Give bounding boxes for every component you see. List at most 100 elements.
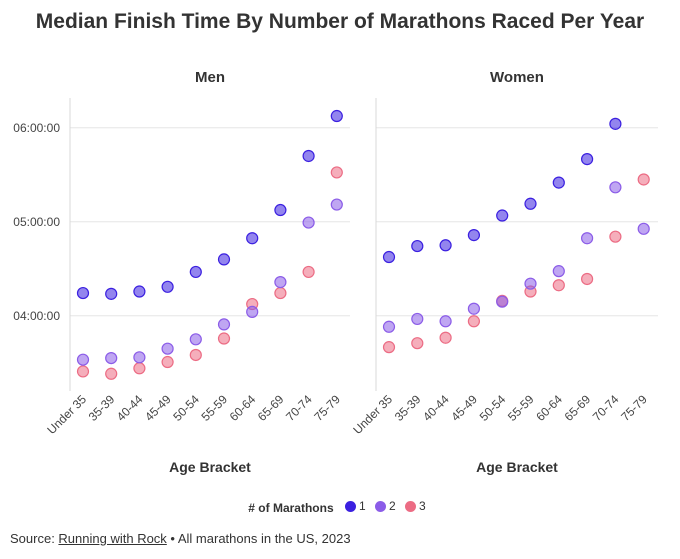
point-women-series-2-5 — [524, 277, 537, 290]
legend-item-3: 3 — [405, 499, 426, 513]
point-men-series-1-9 — [330, 109, 343, 123]
x-tick-label-women-9: 75-79 — [618, 392, 650, 424]
point-women-series-1-6 — [552, 176, 565, 189]
point-men-series-3-8 — [302, 265, 315, 279]
point-women-series-1-3 — [467, 228, 480, 242]
point-men-series-1-2 — [133, 285, 146, 298]
point-women-series-2-4 — [496, 295, 509, 308]
x-tick-label-women-2: 40-44 — [420, 392, 452, 424]
point-men-series-2-8 — [302, 216, 315, 229]
point-men-series-2-5 — [217, 318, 231, 331]
point-women-series-3-0 — [382, 341, 396, 354]
y-tick-label-0: 04:00:00 — [13, 309, 60, 323]
point-men-series-3-3 — [161, 355, 174, 369]
x-tick-label-men-2: 40-44 — [114, 392, 146, 424]
point-women-series-2-0 — [382, 320, 396, 333]
point-women-series-2-9 — [637, 222, 650, 235]
point-women-series-1-4 — [496, 209, 509, 222]
x-tick-label-women-1: 35-39 — [392, 392, 424, 424]
legend-title: # of Marathons — [248, 500, 334, 515]
point-men-series-1-5 — [217, 253, 231, 266]
point-women-series-2-1 — [411, 312, 424, 326]
point-men-series-3-4 — [189, 348, 202, 362]
x-tick-label-women-5: 55-59 — [505, 392, 537, 424]
point-women-series-3-6 — [552, 279, 565, 292]
point-men-series-1-8 — [302, 149, 315, 163]
x-tick-label-men-8: 70-74 — [283, 392, 315, 424]
x-tick-label-men-0: Under 35 — [44, 392, 89, 437]
legend-label-1: 1 — [358, 499, 366, 513]
legend-dot-1 — [344, 500, 356, 512]
point-women-series-2-8 — [609, 181, 622, 194]
x-tick-label-men-5: 55-59 — [199, 392, 231, 424]
point-men-series-1-0 — [76, 286, 90, 300]
point-women-series-1-5 — [524, 197, 537, 210]
point-women-series-3-1 — [411, 337, 424, 350]
point-women-series-2-7 — [580, 232, 594, 245]
legend-dot-2 — [375, 500, 386, 512]
x-tick-label-women-6: 60-64 — [533, 392, 565, 424]
panel-title-women: Women — [490, 69, 544, 86]
point-women-series-1-0 — [382, 250, 396, 264]
point-men-series-3-5 — [217, 332, 231, 345]
point-women-series-3-8 — [609, 230, 622, 243]
x-tick-label-men-7: 65-69 — [255, 392, 287, 424]
panel-title-men: Men — [195, 69, 225, 86]
point-women-series-1-8 — [609, 117, 622, 130]
point-men-series-3-2 — [133, 362, 146, 375]
x-tick-label-men-4: 50-54 — [170, 392, 202, 424]
point-men-series-3-7 — [274, 286, 287, 300]
point-women-series-2-3 — [467, 302, 480, 315]
point-men-series-3-0 — [76, 365, 90, 378]
x-axis-title-men: Age Bracket — [169, 459, 251, 475]
point-men-series-3-9 — [330, 166, 343, 179]
legend: # of Marathons 1 2 3 — [0, 499, 680, 515]
x-axis-title-women: Age Bracket — [476, 459, 558, 475]
y-tick-label-2: 06:00:00 — [13, 121, 60, 135]
legend-item-2: 2 — [375, 499, 396, 513]
legend-dot-3 — [405, 500, 417, 512]
x-tick-label-women-4: 50-54 — [477, 392, 509, 424]
source-note: Source: Running with Rock • All marathon… — [10, 531, 351, 546]
x-tick-label-women-0: Under 35 — [350, 392, 395, 437]
point-men-series-1-6 — [246, 232, 259, 245]
point-men-series-1-3 — [161, 280, 174, 293]
point-men-series-1-7 — [274, 203, 287, 217]
x-tick-label-men-1: 35-39 — [86, 392, 118, 424]
point-men-series-1-1 — [105, 287, 118, 300]
point-men-series-2-1 — [105, 351, 118, 365]
point-women-series-3-7 — [580, 272, 594, 286]
point-men-series-2-7 — [274, 276, 287, 289]
legend-label-3: 3 — [419, 499, 426, 513]
legend-label-2: 2 — [389, 499, 396, 513]
point-women-series-3-9 — [637, 173, 650, 186]
point-women-series-3-2 — [439, 331, 452, 344]
source-suffix: • All marathons in the US, 2023 — [166, 531, 351, 546]
y-tick-label-1: 05:00:00 — [13, 215, 60, 229]
legend-item-1: 1 — [344, 499, 366, 513]
point-men-series-2-6 — [246, 305, 259, 318]
point-women-series-1-1 — [411, 239, 424, 253]
x-tick-label-men-9: 75-79 — [311, 392, 343, 424]
chart-title: Median Finish Time By Number of Marathon… — [35, 10, 645, 33]
point-women-series-3-3 — [467, 315, 480, 328]
point-men-series-1-4 — [189, 265, 202, 279]
point-women-series-1-2 — [439, 239, 452, 252]
x-tick-label-men-6: 60-64 — [227, 392, 259, 424]
x-tick-label-men-3: 45-49 — [142, 392, 174, 424]
point-men-series-2-4 — [189, 333, 202, 346]
point-women-series-2-6 — [552, 265, 565, 278]
point-men-series-2-0 — [76, 353, 90, 366]
point-men-series-2-2 — [133, 351, 146, 364]
source-link[interactable]: Running with Rock — [58, 531, 167, 546]
point-women-series-1-7 — [580, 153, 594, 166]
x-tick-label-women-7: 65-69 — [562, 392, 594, 424]
point-men-series-3-1 — [105, 367, 118, 380]
x-tick-label-women-3: 45-49 — [448, 392, 480, 424]
point-women-series-2-2 — [439, 315, 452, 328]
x-tick-label-women-8: 70-74 — [590, 392, 622, 424]
point-men-series-2-9 — [330, 198, 343, 211]
source-prefix: Source: — [10, 531, 59, 546]
point-men-series-2-3 — [161, 342, 174, 355]
